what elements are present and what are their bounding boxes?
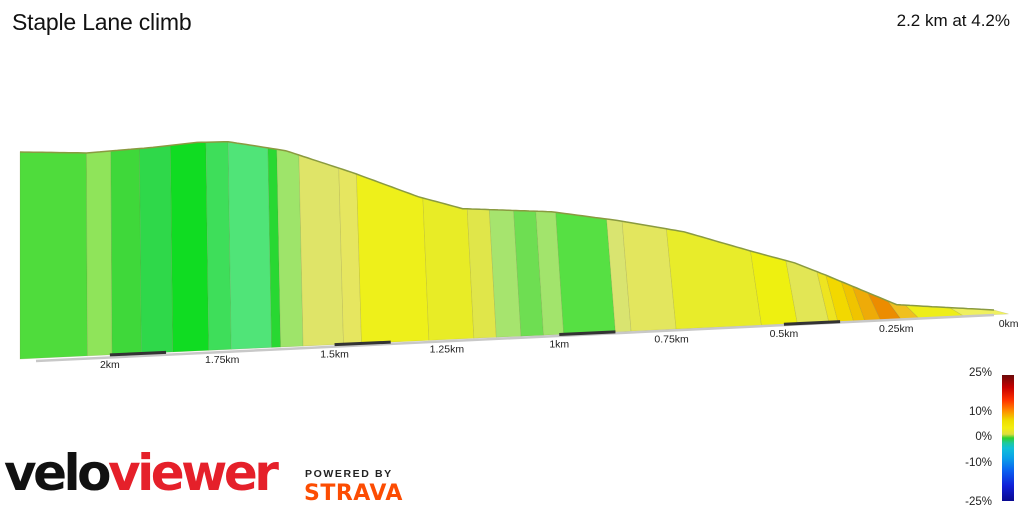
gradient-colour-scale <box>1002 375 1014 501</box>
gradient-segment-4 <box>170 141 210 353</box>
axis-tick-label-5: 0.75km <box>654 333 689 345</box>
veloviewer-logo[interactable]: veloviewer <box>4 448 279 498</box>
gradient-legend: 25% 10% 0% -10% -25% <box>965 367 1024 512</box>
climb-summary: 2.2 km at 4.2% <box>896 11 1010 30</box>
gradient-segment-12 <box>422 197 475 341</box>
axis-tick-label-1: 1.75km <box>205 354 240 366</box>
gradient-segment-9 <box>298 154 344 347</box>
gradient-segment-17 <box>555 211 616 335</box>
gradient-segment-3 <box>139 145 174 354</box>
legend-label-25: 25% <box>968 367 992 379</box>
gradient-segment-11 <box>356 173 430 344</box>
legend-label-10: 10% <box>968 406 992 418</box>
legend-label-minus-25: -25% <box>965 496 992 508</box>
axis-tick-label-0: 2km <box>100 359 120 371</box>
axis-tick-bar-0 <box>109 350 167 357</box>
elevation-profile-chart: 2km 1.75km 1.5km 1.25km 1km 0.75km 0.5km 0.25km… <box>19 140 1019 371</box>
axis-tick-bar-6 <box>783 320 841 326</box>
gradient-segment-1 <box>86 150 113 357</box>
legend-label-0: 0% <box>975 431 992 443</box>
strava-logo[interactable]: STRAVA <box>304 481 403 506</box>
gradient-segment-6 <box>227 141 272 350</box>
logo-velo-text: velo <box>4 444 112 502</box>
gradient-segments <box>19 141 1009 360</box>
axis-tick-bar-2 <box>334 340 391 347</box>
axis-tick-label-8: 0km <box>999 318 1019 330</box>
logo-viewer-text: viewer <box>108 444 279 502</box>
axis-tick-label-7: 0.25km <box>879 323 914 335</box>
distance-axis: 2km 1.75km 1.5km 1.25km 1km 0.75km 0.5km 0.25km… <box>100 318 1019 371</box>
powered-by-label: POWERED BY <box>305 468 393 480</box>
axis-tick-bar-4 <box>559 330 616 336</box>
profile-outline <box>19 140 995 311</box>
chart-title: Staple Lane climb <box>12 9 192 35</box>
gradient-segment-2 <box>110 148 142 356</box>
axis-tick-label-4: 1km <box>549 338 569 350</box>
axis-tick-label-2: 1.5km <box>320 349 349 361</box>
axis-tick-label-3: 1.25km <box>430 344 465 356</box>
axis-tick-label-6: 0.5km <box>770 328 799 340</box>
gradient-segment-20 <box>666 228 762 330</box>
legend-label-minus-10: -10% <box>965 457 992 469</box>
gradient-segment-5 <box>205 141 232 351</box>
gradient-segment-0 <box>19 151 88 360</box>
